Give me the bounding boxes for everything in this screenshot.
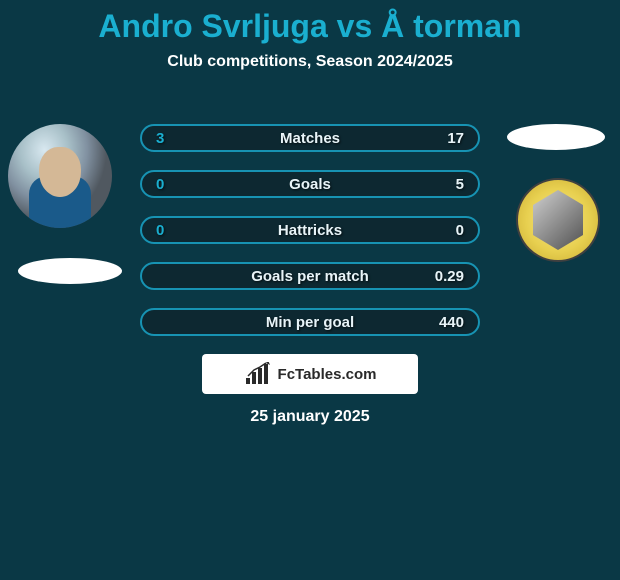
stat-right-value: 0 bbox=[456, 222, 464, 239]
player-right-avatar-oval bbox=[507, 124, 605, 150]
stats-panel: 3 Matches 17 0 Goals 5 0 Hattricks 0 Goa… bbox=[140, 124, 480, 354]
stat-row-min-per-goal: Min per goal 440 bbox=[140, 308, 480, 336]
stat-row-matches: 3 Matches 17 bbox=[140, 124, 480, 152]
brand-box[interactable]: FcTables.com bbox=[202, 354, 418, 394]
date-label: 25 january 2025 bbox=[250, 408, 369, 426]
page-title: Andro Svrljuga vs Å torman bbox=[0, 0, 620, 53]
stat-label: Matches bbox=[280, 130, 340, 147]
stat-row-goals: 0 Goals 5 bbox=[140, 170, 480, 198]
stat-left-value: 3 bbox=[156, 130, 164, 147]
player-right-club-badge bbox=[516, 178, 600, 262]
player-left-avatar bbox=[8, 124, 112, 228]
stat-right-value: 0.29 bbox=[435, 268, 464, 285]
player-left-club-oval bbox=[18, 258, 122, 284]
stat-left-value: 0 bbox=[156, 222, 164, 239]
stat-right-value: 440 bbox=[439, 314, 464, 331]
stat-row-hattricks: 0 Hattricks 0 bbox=[140, 216, 480, 244]
page-subtitle: Club competitions, Season 2024/2025 bbox=[0, 53, 620, 83]
stat-right-value: 17 bbox=[447, 130, 464, 147]
stat-label: Goals bbox=[289, 176, 331, 193]
stat-right-value: 5 bbox=[456, 176, 464, 193]
stat-row-goals-per-match: Goals per match 0.29 bbox=[140, 262, 480, 290]
brand-text: FcTables.com bbox=[278, 366, 377, 383]
club-badge-shield-icon bbox=[533, 190, 583, 250]
bar-chart-icon bbox=[244, 362, 272, 386]
stat-label: Hattricks bbox=[278, 222, 342, 239]
comparison-widget: Andro Svrljuga vs Å torman Club competit… bbox=[0, 0, 620, 83]
stat-label: Min per goal bbox=[266, 314, 354, 331]
stat-label: Goals per match bbox=[251, 268, 369, 285]
stat-left-value: 0 bbox=[156, 176, 164, 193]
